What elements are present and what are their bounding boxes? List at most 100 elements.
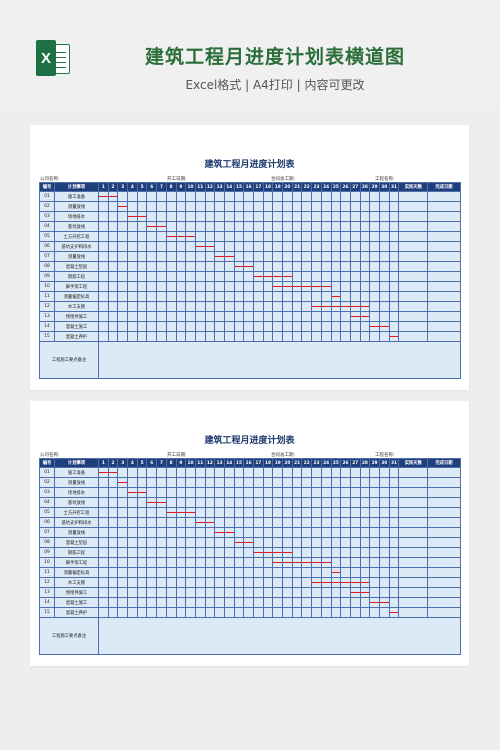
day-cell — [214, 517, 225, 528]
day-cell — [233, 587, 245, 598]
day-cell — [233, 191, 245, 202]
day-cell — [311, 607, 322, 618]
day-cell — [378, 241, 390, 252]
day-cell — [127, 301, 138, 312]
day-cell — [175, 211, 187, 222]
day-cell — [253, 301, 264, 312]
day-cell — [223, 597, 235, 608]
day-cell — [156, 251, 167, 262]
column-header-day: 25 — [330, 458, 342, 468]
day-cell — [156, 321, 167, 332]
day-cell — [194, 271, 206, 282]
day-cell — [185, 487, 196, 498]
day-cell — [330, 587, 342, 598]
day-cell — [204, 201, 216, 212]
table-row: 15 混凝土养护 — [39, 331, 461, 342]
day-cell — [262, 477, 274, 488]
task-number: 09 — [39, 547, 55, 558]
day-cell — [214, 261, 225, 272]
day-cell — [156, 331, 167, 342]
day-cell — [204, 547, 216, 558]
day-cell — [98, 557, 109, 568]
day-cell — [127, 547, 138, 558]
day-cell — [320, 547, 332, 558]
gantt-bar-segment — [175, 507, 187, 518]
gantt-bar-segment — [185, 231, 196, 242]
column-header-completion-date: 完成日期 — [427, 182, 461, 192]
table-header-row: 编号 计划事项 1 2 3 4 5 6 7 8 9 10 11 12 13 14 15 16 17 18 19 20 21 2… — [39, 458, 461, 468]
day-cell — [233, 477, 245, 488]
gantt-bar-segment — [349, 577, 361, 588]
day-cell — [98, 487, 109, 498]
day-cell — [146, 201, 158, 212]
day-cell — [175, 497, 187, 508]
table-row: 11 测量偏定标高 — [39, 567, 461, 578]
day-cell — [136, 467, 148, 478]
day-cell — [349, 467, 361, 478]
day-cell — [136, 251, 148, 262]
day-cell — [214, 547, 225, 558]
day-cell — [262, 221, 274, 232]
day-cell — [349, 241, 361, 252]
gantt-bar-segment — [330, 291, 342, 302]
day-cell — [223, 271, 235, 282]
completion-date-cell — [427, 191, 461, 202]
table-row: 01 施工准备 — [39, 191, 461, 202]
day-cell — [175, 487, 187, 498]
gantt-bar-segment — [98, 467, 109, 478]
day-cell — [330, 527, 342, 538]
day-cell — [311, 547, 322, 558]
day-cell — [185, 467, 196, 478]
day-cell — [330, 271, 342, 282]
day-cell — [185, 281, 196, 292]
task-name: 混凝土垫层 — [54, 261, 99, 272]
day-cell — [156, 557, 167, 568]
day-cell — [204, 331, 216, 342]
day-cell — [301, 487, 313, 498]
gantt-bar-segment — [194, 241, 206, 252]
day-cell — [175, 547, 187, 558]
gantt-bar-segment — [282, 271, 293, 282]
day-cell — [369, 261, 380, 272]
day-cell — [253, 557, 264, 568]
day-cell — [165, 211, 177, 222]
day-cell — [272, 487, 284, 498]
day-cell — [272, 211, 284, 222]
day-cell — [175, 567, 187, 578]
table-row: 06 基坑支护和排水 — [39, 517, 461, 528]
day-cell — [301, 211, 313, 222]
gantt-bar-segment — [194, 517, 206, 528]
actual-days-cell — [398, 261, 429, 272]
gantt-bar-segment — [359, 301, 371, 312]
column-header-day: 11 — [194, 458, 206, 468]
day-cell — [349, 547, 361, 558]
task-name: 木工支模 — [54, 577, 99, 588]
day-cell — [204, 537, 216, 548]
day-cell — [98, 311, 109, 322]
day-cell — [369, 301, 380, 312]
gantt-bar-segment — [107, 467, 119, 478]
day-cell — [311, 191, 322, 202]
day-cell — [272, 537, 284, 548]
column-header-day: 14 — [223, 182, 235, 192]
day-cell — [136, 547, 148, 558]
day-cell — [388, 477, 400, 488]
day-cell — [311, 517, 322, 528]
day-cell — [359, 547, 371, 558]
day-cell — [204, 281, 216, 292]
task-number: 01 — [39, 467, 55, 478]
day-cell — [291, 527, 303, 538]
day-cell — [243, 477, 254, 488]
day-cell — [301, 201, 313, 212]
day-cell — [165, 517, 177, 528]
day-cell — [175, 301, 187, 312]
day-cell — [98, 597, 109, 608]
day-cell — [291, 191, 303, 202]
day-cell — [369, 517, 380, 528]
day-cell — [359, 477, 371, 488]
day-cell — [204, 221, 216, 232]
column-header-day: 26 — [340, 182, 351, 192]
day-cell — [301, 517, 313, 528]
day-cell — [301, 467, 313, 478]
day-cell — [214, 281, 225, 292]
